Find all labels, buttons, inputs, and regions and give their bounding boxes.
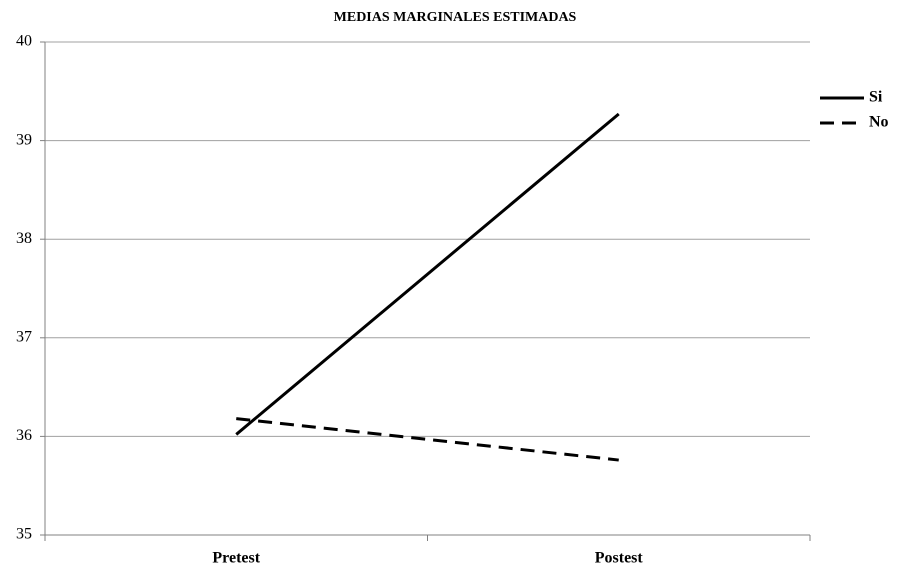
- y-tick-label: 39: [16, 131, 32, 148]
- y-tick-label: 40: [16, 33, 32, 50]
- x-tick-label: Postest: [595, 550, 644, 567]
- legend-label: Si: [869, 89, 883, 106]
- y-tick-label: 36: [16, 427, 32, 444]
- legend-label: No: [869, 114, 889, 131]
- x-tick-label: Pretest: [212, 550, 260, 567]
- chart-title: MEDIAS MARGINALES ESTIMADAS: [334, 10, 577, 25]
- series-line: [236, 417, 619, 462]
- series-line: [235, 112, 620, 436]
- y-tick-label: 38: [16, 230, 32, 247]
- y-tick-label: 37: [16, 328, 32, 345]
- y-tick-label: 35: [16, 526, 32, 543]
